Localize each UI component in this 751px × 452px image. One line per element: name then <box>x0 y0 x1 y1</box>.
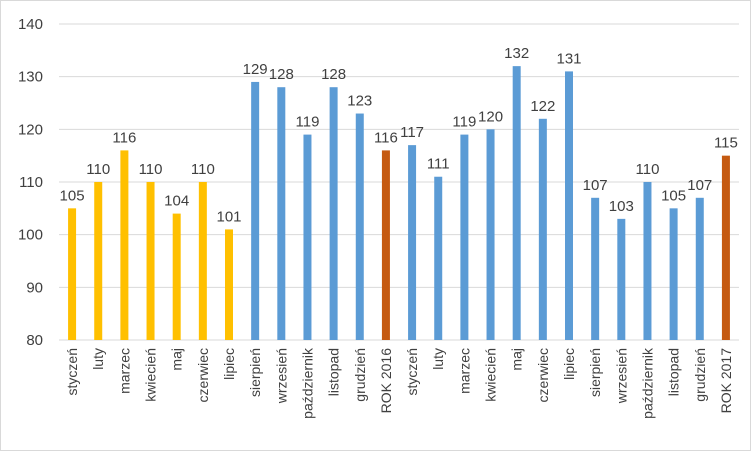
y-tick-label: 130 <box>18 69 43 86</box>
x-category-label: styczeń <box>64 348 80 395</box>
x-category-label: lipiec <box>221 348 237 380</box>
data-label: 104 <box>164 193 189 210</box>
data-label: 115 <box>714 135 738 152</box>
bar <box>591 197 600 340</box>
data-label: 128 <box>321 66 346 83</box>
bar <box>277 87 286 340</box>
bar <box>460 134 469 340</box>
data-label: 116 <box>112 129 136 146</box>
data-label: 103 <box>609 198 634 215</box>
data-label: 107 <box>583 177 608 194</box>
data-label: 120 <box>478 108 503 125</box>
x-category-label: lipiec <box>561 348 577 380</box>
data-label: 116 <box>374 129 398 146</box>
x-category-label: kwiecień <box>483 348 499 402</box>
data-label: 131 <box>556 50 581 67</box>
y-tick-label: 120 <box>18 121 43 138</box>
x-category-label: marzec <box>456 348 472 394</box>
x-category-label: czerwiec <box>195 348 211 402</box>
bar <box>565 71 573 341</box>
data-label: 129 <box>243 61 268 78</box>
data-label: 110 <box>191 161 215 178</box>
bar <box>721 155 730 340</box>
x-category-label: luty <box>90 348 106 370</box>
bar <box>669 208 678 340</box>
bar <box>94 182 103 340</box>
x-category-label: wrzesień <box>613 348 629 404</box>
bar <box>538 118 547 340</box>
y-tick-label: 100 <box>18 227 43 244</box>
data-label: 111 <box>427 156 450 173</box>
bar <box>643 182 652 340</box>
x-category-label: październik <box>639 347 655 419</box>
bars <box>68 66 730 341</box>
x-category-label: czerwiec <box>535 348 551 402</box>
data-label: 105 <box>60 187 85 204</box>
x-category-label: październik <box>299 347 315 419</box>
x-category-label: sierpień <box>587 348 603 397</box>
y-tick-label: 140 <box>18 16 43 33</box>
bar <box>225 229 233 340</box>
bar <box>381 150 390 340</box>
bar <box>68 208 77 340</box>
bar <box>355 113 364 341</box>
bar <box>303 134 312 340</box>
data-label: 128 <box>269 66 294 83</box>
bar <box>198 182 207 340</box>
x-category-label: kwiecień <box>143 348 159 402</box>
x-category-label: grudzień <box>692 348 708 402</box>
x-category-label: ROK 2016 <box>378 348 394 414</box>
bar <box>146 182 155 340</box>
data-label: 110 <box>636 161 660 178</box>
data-label: 132 <box>504 45 529 62</box>
x-category-label: ROK 2017 <box>718 348 734 414</box>
x-category-label: listopad <box>666 348 682 396</box>
bar <box>408 145 417 340</box>
y-tick-label: 90 <box>26 279 43 296</box>
data-label: 119 <box>296 114 320 131</box>
x-category-label: sierpień <box>247 348 263 397</box>
y-tick-label: 110 <box>19 174 43 191</box>
bar <box>329 87 338 340</box>
bar <box>512 66 521 340</box>
data-label: 123 <box>347 93 372 110</box>
x-category-label: grudzień <box>352 348 368 402</box>
x-category-label: wrzesień <box>273 348 289 404</box>
x-category-label: listopad <box>326 348 342 396</box>
bar <box>486 129 495 340</box>
bar <box>617 218 626 340</box>
data-label: 122 <box>530 98 555 115</box>
data-label: 107 <box>687 177 712 194</box>
x-category-label: marzec <box>116 348 132 394</box>
data-label: 105 <box>661 187 686 204</box>
bar <box>434 176 443 340</box>
data-label: 110 <box>86 161 110 178</box>
bar <box>695 197 704 340</box>
x-category-label: luty <box>430 348 446 370</box>
bar <box>251 81 260 340</box>
y-axis-tick-labels: 80 90 100 110 120 130 140 <box>18 16 43 349</box>
data-label: 101 <box>216 208 241 225</box>
x-category-label: styczeń <box>404 348 420 395</box>
data-label: 110 <box>139 161 163 178</box>
data-label: 119 <box>452 114 476 131</box>
y-tick-label: 80 <box>26 332 43 349</box>
gridlines <box>59 23 739 341</box>
x-category-label: maj <box>509 348 525 371</box>
bar <box>172 213 181 340</box>
x-axis-category-labels: styczeń luty marzec kwiecień maj czerwiec lipi… <box>64 347 734 419</box>
x-category-label: maj <box>169 348 185 371</box>
data-label: 117 <box>400 124 424 141</box>
bar <box>120 150 129 340</box>
